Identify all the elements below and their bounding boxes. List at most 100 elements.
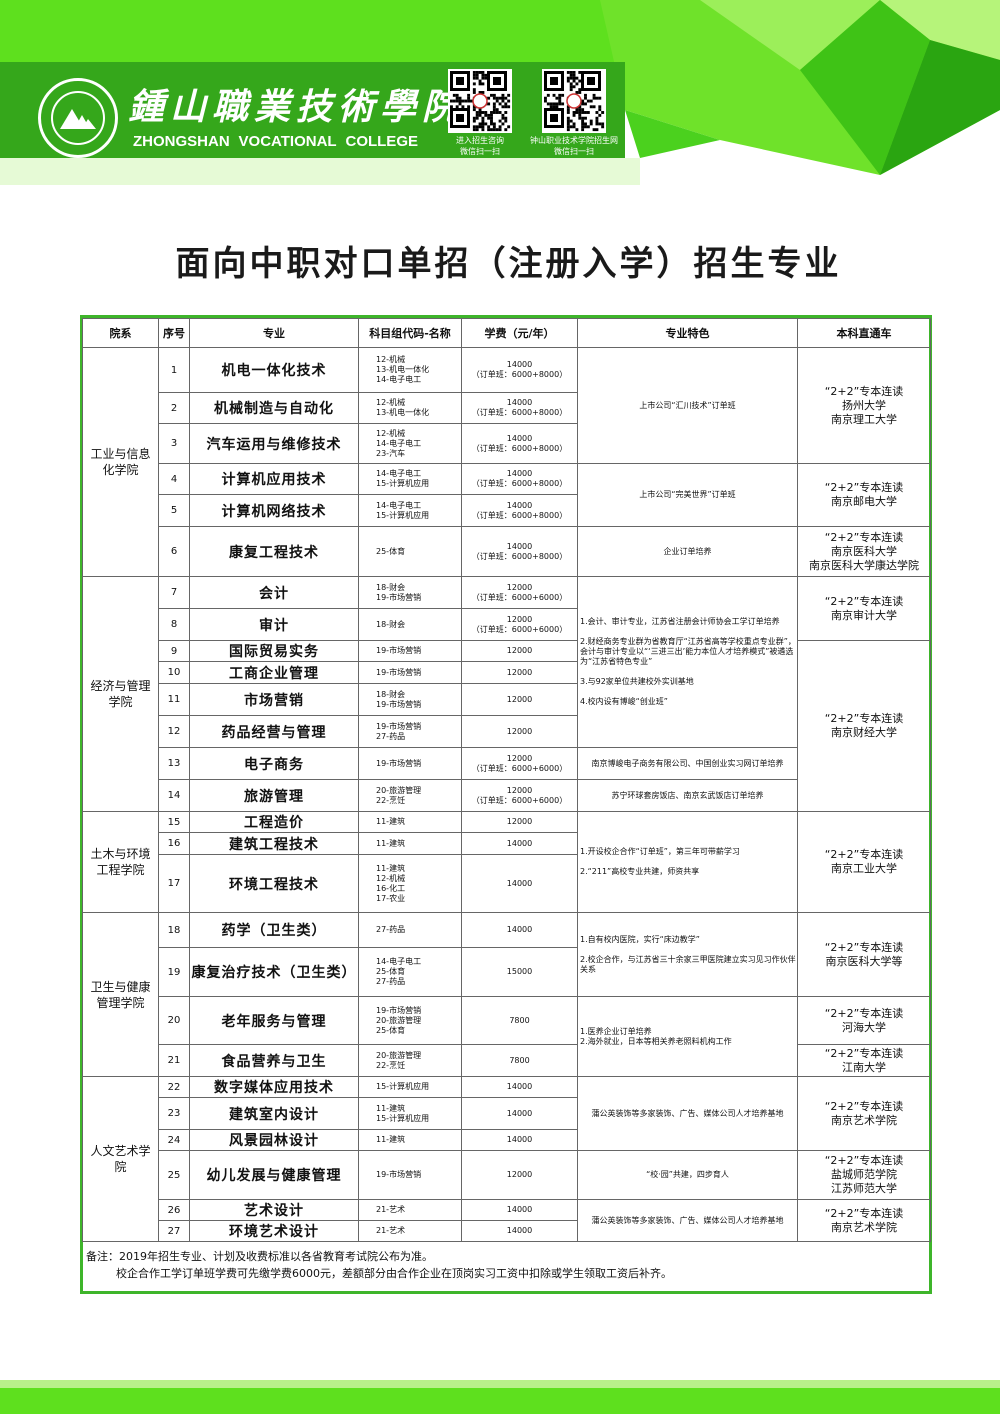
logo-en-word: COLLEGE — [345, 133, 418, 150]
row-number: 14 — [158, 779, 190, 812]
major-features: 企业订单培养 — [577, 526, 798, 577]
bachelor-pathway: “2+2”专本连读 河海大学 — [797, 996, 931, 1045]
tuition-fee: 14000 （订单班：6000+8000） — [461, 463, 578, 495]
table-row: 2 机械制造与自动化 12-机械 13-机电一体化 14000 （订单班：6000+8… — [83, 392, 931, 424]
row-number: 10 — [158, 661, 190, 684]
qr-caption: 进入招生咨询 微信扫一扫 — [456, 136, 504, 156]
bachelor-pathway: “2+2”专本连读 南京艺术学院 — [797, 1199, 931, 1242]
tuition-fee: 14000 — [461, 832, 578, 855]
department-cell: 卫生与健康 管理学院 — [82, 912, 159, 1077]
tuition-fee: 14000 （订单班：6000+8000） — [461, 347, 578, 393]
row-number: 11 — [158, 683, 190, 716]
qr-code-icon — [542, 69, 606, 133]
tuition-fee: 14000 （订单班：6000+8000） — [461, 423, 578, 464]
major-name: 审计 — [189, 608, 359, 641]
tuition-fee: 12000 — [461, 661, 578, 684]
tuition-fee: 14000 — [461, 1199, 578, 1221]
college-seal-icon — [38, 78, 118, 158]
bachelor-pathway: “2+2”专本连读 盐城师范学院 江苏师范大学 — [797, 1150, 931, 1200]
subject-codes: 11-建筑 — [358, 811, 462, 833]
major-name: 汽车运用与维修技术 — [189, 423, 359, 464]
subject-codes: 25-体育 — [358, 526, 462, 577]
major-features: 蒲公英装饰等多家装饰、广告、媒体公司人才培养基地 — [577, 1199, 798, 1242]
tuition-fee: 14000 — [461, 1220, 578, 1242]
major-features: 1.自有校内医院，实行“床边教学” 2.校企合作，与江苏省三十余家三甲医院建立实… — [577, 912, 798, 997]
major-features: 苏宁环球套房饭店、南京玄武饭店订单培养 — [577, 779, 798, 812]
major-name: 药品经营与管理 — [189, 715, 359, 748]
row-number: 4 — [158, 463, 190, 495]
subject-codes: 12-机械 13-机电一体化 — [358, 392, 462, 424]
subject-codes: 11-建筑 12-机械 16-化工 17-农业 — [358, 854, 462, 913]
tuition-fee: 14000 — [461, 1129, 578, 1151]
subject-codes: 19-市场营销 27-药品 — [358, 715, 462, 748]
subject-codes: 12-机械 14-电子电工 23-汽车 — [358, 423, 462, 464]
column-header: 本科直通车 — [797, 318, 931, 348]
department-cell: 土木与环境 工程学院 — [82, 811, 159, 913]
table-row: 卫生与健康 管理学院 18 药学（卫生类） 27-药品 14000 1.自有校内医院，实行… — [82, 912, 931, 1077]
major-name: 风景园林设计 — [189, 1129, 359, 1151]
column-header: 院系 — [82, 318, 159, 348]
subject-codes: 19-市场营销 — [358, 661, 462, 684]
qr-caption: 钟山职业技术学院招生网 微信扫一扫 — [530, 136, 618, 156]
row-number: 3 — [158, 423, 190, 464]
column-header: 学费（元/年） — [461, 318, 578, 348]
major-features: 1.医养企业订单培养 2.海外就业，日本等相关养老照料机构工作 — [577, 996, 798, 1077]
table-row: 10 工商企业管理 19-市场营销 12000 — [83, 661, 931, 684]
major-name: 康复治疗技术（卫生类） — [189, 947, 359, 997]
subject-codes: 27-药品 — [358, 912, 462, 948]
tuition-fee: 7800 — [461, 1044, 578, 1077]
subject-codes: 19-市场营销 — [358, 747, 462, 780]
major-name: 幼儿发展与健康管理 — [189, 1150, 359, 1200]
subject-codes: 18-财会 19-市场营销 — [358, 683, 462, 716]
table-row: 4 计算机应用技术 14-电子电工 15-计算机应用 14000 （订单班：6000+… — [83, 463, 931, 527]
college-name-en: ZHONGSHAN VOCATIONAL COLLEGE — [133, 133, 418, 150]
row-number: 13 — [158, 747, 190, 780]
bachelor-pathway: “2+2”专本连读 南京审计大学 — [797, 576, 931, 641]
row-number: 8 — [158, 608, 190, 641]
note-line: 备注：2019年招生专业、计划及收费标准以各省教育考试院公布为准。 — [86, 1250, 433, 1263]
tuition-fee: 12000 （订单班：6000+6000） — [461, 747, 578, 780]
major-name: 机电一体化技术 — [189, 347, 359, 393]
major-name: 市场营销 — [189, 683, 359, 716]
tuition-fee: 12000 （订单班：6000+6000） — [461, 608, 578, 641]
major-name: 食品营养与卫生 — [189, 1044, 359, 1077]
row-number: 27 — [158, 1220, 190, 1242]
bachelor-pathway: “2+2”专本连读 南京工业大学 — [797, 811, 931, 913]
row-number: 17 — [158, 854, 190, 913]
major-name: 旅游管理 — [189, 779, 359, 812]
table-row: 24 风景园林设计 11-建筑 14000 — [83, 1129, 931, 1151]
qr-code-website[interactable]: 钟山职业技术学院招生网 微信扫一扫 — [524, 64, 624, 157]
row-number: 7 — [158, 576, 190, 609]
row-number: 24 — [158, 1129, 190, 1151]
row-number: 21 — [158, 1044, 190, 1077]
qr-code-admissions[interactable]: 进入招生咨询 微信扫一扫 — [430, 64, 530, 157]
tuition-fee: 12000 （订单班：6000+6000） — [461, 576, 578, 609]
row-number: 6 — [158, 526, 190, 577]
table-row: 14 旅游管理 20-旅游管理 22-烹饪 12000 （订单班：6000+6000）… — [83, 779, 931, 812]
column-header: 序号 — [158, 318, 190, 348]
qr-code-icon — [448, 69, 512, 133]
major-name: 药学（卫生类） — [189, 912, 359, 948]
row-number: 22 — [158, 1076, 190, 1098]
major-name: 电子商务 — [189, 747, 359, 780]
tuition-fee: 12000 — [461, 715, 578, 748]
row-number: 16 — [158, 832, 190, 855]
table-row: 13 电子商务 19-市场营销 12000 （订单班：6000+6000） 南京博峻电子… — [83, 747, 931, 780]
row-number: 15 — [158, 811, 190, 833]
subject-codes: 12-机械 13-机电一体化 14-电子电工 — [358, 347, 462, 393]
tuition-fee: 12000 — [461, 811, 578, 833]
tuition-fee: 12000 （订单班：6000+6000） — [461, 779, 578, 812]
table-row: 人文艺术学 院 22 数字媒体应用技术 15-计算机应用 14000 蒲公英装饰等多家装饰… — [82, 1076, 931, 1242]
major-features: 上市公司“汇川技术”订单班 — [577, 347, 798, 464]
major-name: 老年服务与管理 — [189, 996, 359, 1045]
subject-codes: 11-建筑 — [358, 1129, 462, 1151]
subject-codes: 21-艺术 — [358, 1220, 462, 1242]
major-name: 工程造价 — [189, 811, 359, 833]
row-number: 26 — [158, 1199, 190, 1221]
table-row: 21 食品营养与卫生 20-旅游管理 22-烹饪 7800 “2+2”专本连读 江南大学 — [83, 1044, 931, 1077]
subject-codes: 21-艺术 — [358, 1199, 462, 1221]
tuition-fee: 14000 （订单班：6000+8000） — [461, 494, 578, 527]
row-number: 18 — [158, 912, 190, 948]
table-row: 12 药品经营与管理 19-市场营销 27-药品 12000 — [83, 715, 931, 748]
